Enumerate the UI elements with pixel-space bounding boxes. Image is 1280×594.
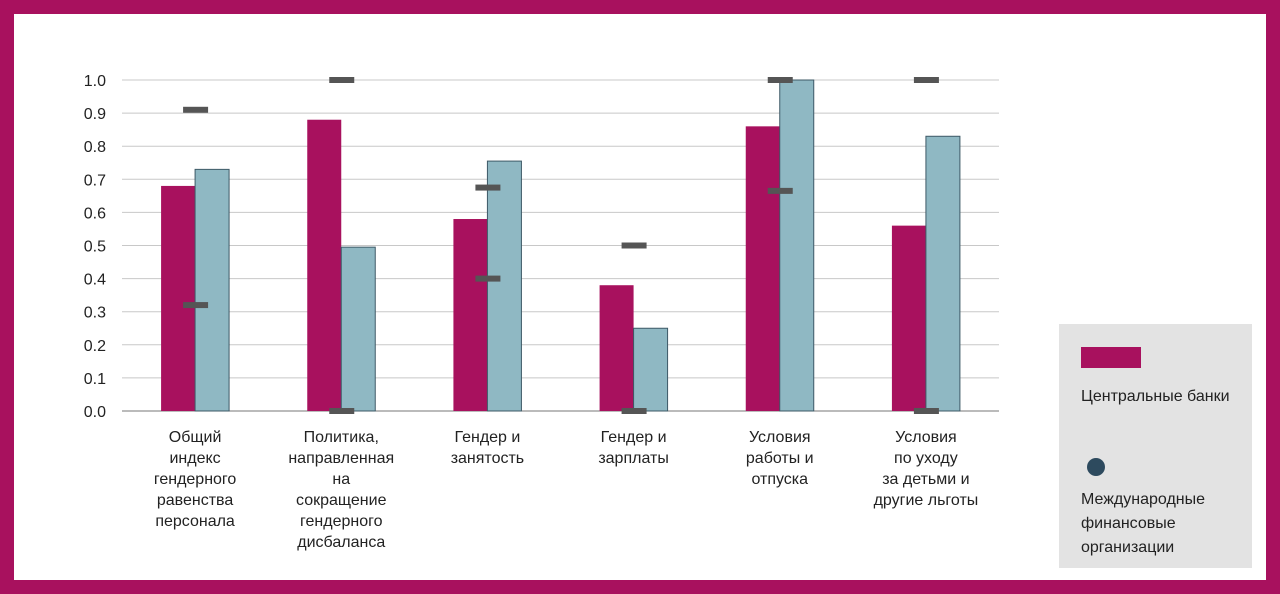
grid-lines — [122, 79, 999, 412]
bar-ifo — [925, 135, 961, 412]
range-marker-max — [913, 77, 939, 83]
range-marker-min — [183, 302, 209, 309]
y-tick-label: 0.0 — [84, 404, 106, 421]
legend: Центральные банки Международные финансов… — [1059, 324, 1252, 568]
range-marker-min — [329, 408, 355, 414]
y-tick-label: 0.1 — [84, 371, 106, 388]
bars — [161, 79, 961, 412]
bar-central-banks — [453, 219, 488, 411]
y-tick-label: 0.7 — [84, 172, 106, 189]
y-tick-label: 0.9 — [84, 106, 106, 123]
chart-frame: 0.0 0.1 0.2 0.3 0.4 0.5 0.6 0.7 0.8 0.9 1.0 Общий и… — [14, 14, 1266, 580]
x-category-label: Общий индекс гендерного равенства персонала — [154, 429, 237, 530]
bar-central-banks — [161, 185, 196, 411]
x-category-label: Гендер и занятость — [451, 429, 524, 467]
x-category-label: Условия работы и отпуска — [746, 429, 814, 488]
range-marker-max — [183, 106, 209, 113]
bar-central-banks — [599, 285, 634, 411]
bar-ifo — [779, 79, 815, 412]
y-tick-label: 0.3 — [84, 305, 106, 322]
legend-swatch-ifo — [1087, 458, 1105, 476]
y-tick-label: 0.8 — [84, 139, 106, 156]
x-category-label: Условия по уходу за детьми и другие льготы — [874, 429, 979, 509]
y-tick-label: 0.6 — [84, 205, 106, 222]
y-tick-labels: 0.0 0.1 0.2 0.3 0.4 0.5 0.6 0.7 0.8 0.9 1.0 — [84, 73, 106, 421]
y-tick-label: 0.2 — [84, 338, 106, 355]
range-marker-max — [475, 184, 501, 191]
legend-swatch-central-banks — [1081, 347, 1141, 368]
bar-ifo — [194, 168, 230, 412]
range-marker-min — [475, 275, 501, 282]
bar-ifo — [633, 327, 669, 412]
bar-central-banks — [745, 126, 780, 411]
legend-label-central-banks: Центральные банки — [1081, 388, 1230, 405]
x-category-label: Политика, направленная на сокращение гендерн… — [288, 429, 394, 551]
y-tick-label: 0.4 — [84, 272, 106, 289]
y-tick-label: 1.0 — [84, 73, 106, 90]
grouped-bar-chart: 0.0 0.1 0.2 0.3 0.4 0.5 0.6 0.7 0.8 0.9 1.0 Общий и… — [84, 73, 999, 551]
range-marker-min — [913, 408, 939, 414]
range-marker-max — [767, 77, 793, 83]
bar-ifo — [340, 246, 376, 412]
range-marker-min — [621, 408, 647, 414]
bar-central-banks — [307, 119, 342, 411]
range-marker-max — [621, 242, 647, 249]
range-marker-min — [767, 187, 793, 194]
range-marker-max — [329, 77, 355, 83]
x-category-labels: Общий индекс гендерного равенства персонала П… — [154, 429, 978, 551]
bar-central-banks — [891, 225, 926, 411]
legend-label-ifo: Международные финансовые организации — [1081, 491, 1206, 556]
x-category-label: Гендер и зарплаты — [598, 429, 669, 467]
bar-ifo — [486, 160, 522, 412]
range-markers — [183, 77, 939, 414]
y-tick-label: 0.5 — [84, 239, 106, 256]
